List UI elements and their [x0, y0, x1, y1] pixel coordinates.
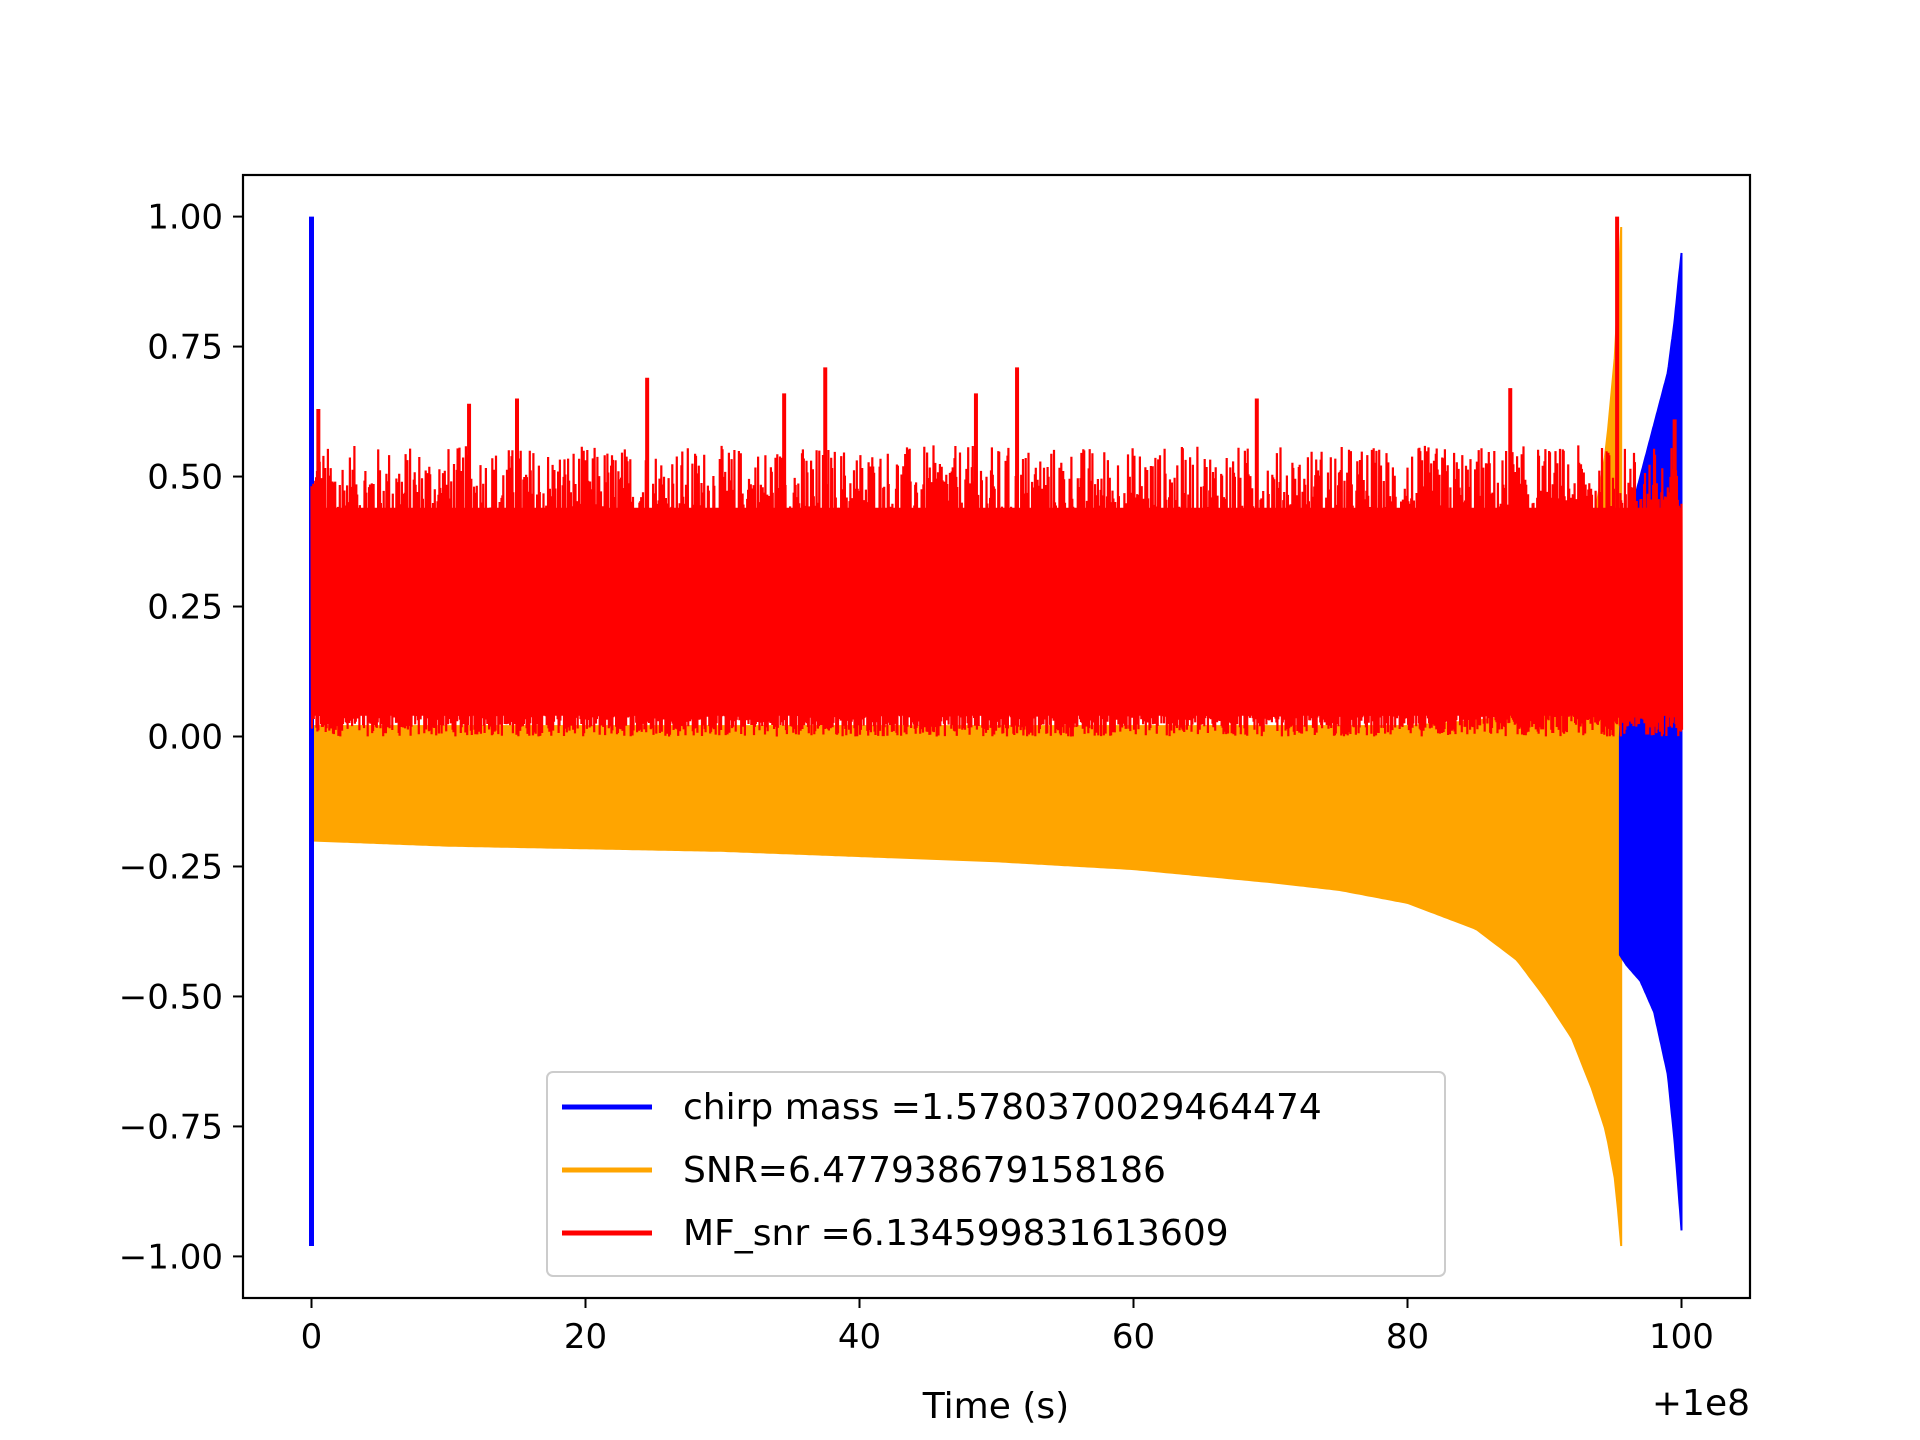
x-tick-label-0: 0 — [301, 1317, 323, 1357]
y-tick-label-0: −1.00 — [119, 1237, 223, 1277]
legend: chirp mass =1.5780370029464474 SNR=6.477… — [546, 1071, 1446, 1277]
x-tick-label-80: 80 — [1386, 1317, 1429, 1357]
legend-label-snr: SNR=6.477938679158186 — [683, 1150, 1166, 1191]
x-tick-label-40: 40 — [838, 1317, 881, 1357]
x-axis-label: Time (s) — [922, 1386, 1069, 1427]
y-tick-label-4: 0.00 — [147, 718, 223, 758]
x-tick-label-20: 20 — [564, 1317, 607, 1357]
y-tick-label-2: −0.50 — [119, 977, 223, 1017]
x-axis: 0 20 40 60 80 100 — [301, 1298, 1714, 1357]
y-tick-label-8: 1.00 — [147, 198, 223, 238]
y-tick-label-1: −0.75 — [119, 1107, 223, 1147]
y-tick-label-6: 0.50 — [147, 458, 223, 498]
series-snr-band — [310, 226, 1623, 1247]
y-axis: −1.00 −0.75 −0.50 −0.25 0.00 0.25 0.50 0.75 1.00 — [119, 198, 243, 1277]
x-tick-label-60: 60 — [1112, 1317, 1155, 1357]
legend-frame — [546, 1071, 1446, 1277]
series-mf-snr-noise — [310, 445, 1684, 737]
legend-label-mf-snr: MF_snr =6.134599831613609 — [683, 1213, 1229, 1254]
y-tick-label-5: 0.25 — [147, 588, 223, 628]
x-offset-label: +1e8 — [1652, 1383, 1750, 1424]
y-tick-label-7: 0.75 — [147, 328, 223, 368]
y-tick-label-3: −0.25 — [119, 847, 223, 887]
legend-label-chirp-mass: chirp mass =1.5780370029464474 — [683, 1087, 1322, 1128]
series-layer — [309, 216, 1684, 1247]
x-tick-label-100: 100 — [1649, 1317, 1714, 1357]
